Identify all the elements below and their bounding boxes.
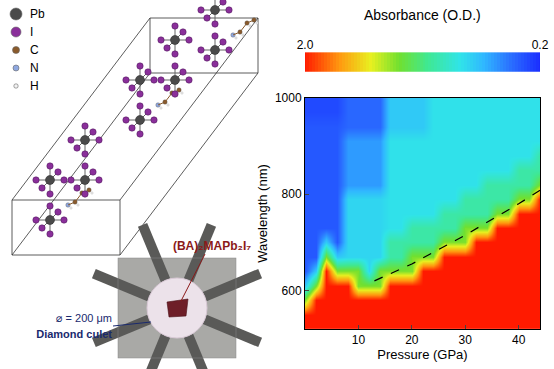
svg-text:600: 600 — [282, 284, 302, 298]
svg-text:2.0: 2.0 — [297, 38, 314, 52]
svg-text:20: 20 — [405, 333, 419, 347]
svg-text:C: C — [30, 43, 39, 57]
svg-text:Wavelength (nm): Wavelength (nm) — [255, 164, 270, 263]
svg-text:I: I — [30, 25, 33, 39]
svg-text:(BA)₂MAPb₂I₇: (BA)₂MAPb₂I₇ — [173, 239, 251, 253]
svg-text:10: 10 — [352, 333, 366, 347]
svg-text:800: 800 — [282, 187, 302, 201]
svg-text:40: 40 — [512, 333, 526, 347]
svg-text:N: N — [30, 61, 39, 75]
svg-text:Diamond culet: Diamond culet — [36, 328, 112, 340]
svg-text:Pb: Pb — [30, 7, 45, 21]
svg-text:H: H — [30, 79, 39, 93]
svg-text:Absorbance (O.D.): Absorbance (O.D.) — [364, 7, 481, 23]
svg-text:30: 30 — [459, 333, 473, 347]
svg-text:Pressure (GPa): Pressure (GPa) — [377, 347, 467, 362]
svg-text:0.2: 0.2 — [532, 38, 549, 52]
svg-text:1000: 1000 — [275, 91, 302, 105]
svg-text:⌀ = 200 μm: ⌀ = 200 μm — [56, 312, 112, 324]
